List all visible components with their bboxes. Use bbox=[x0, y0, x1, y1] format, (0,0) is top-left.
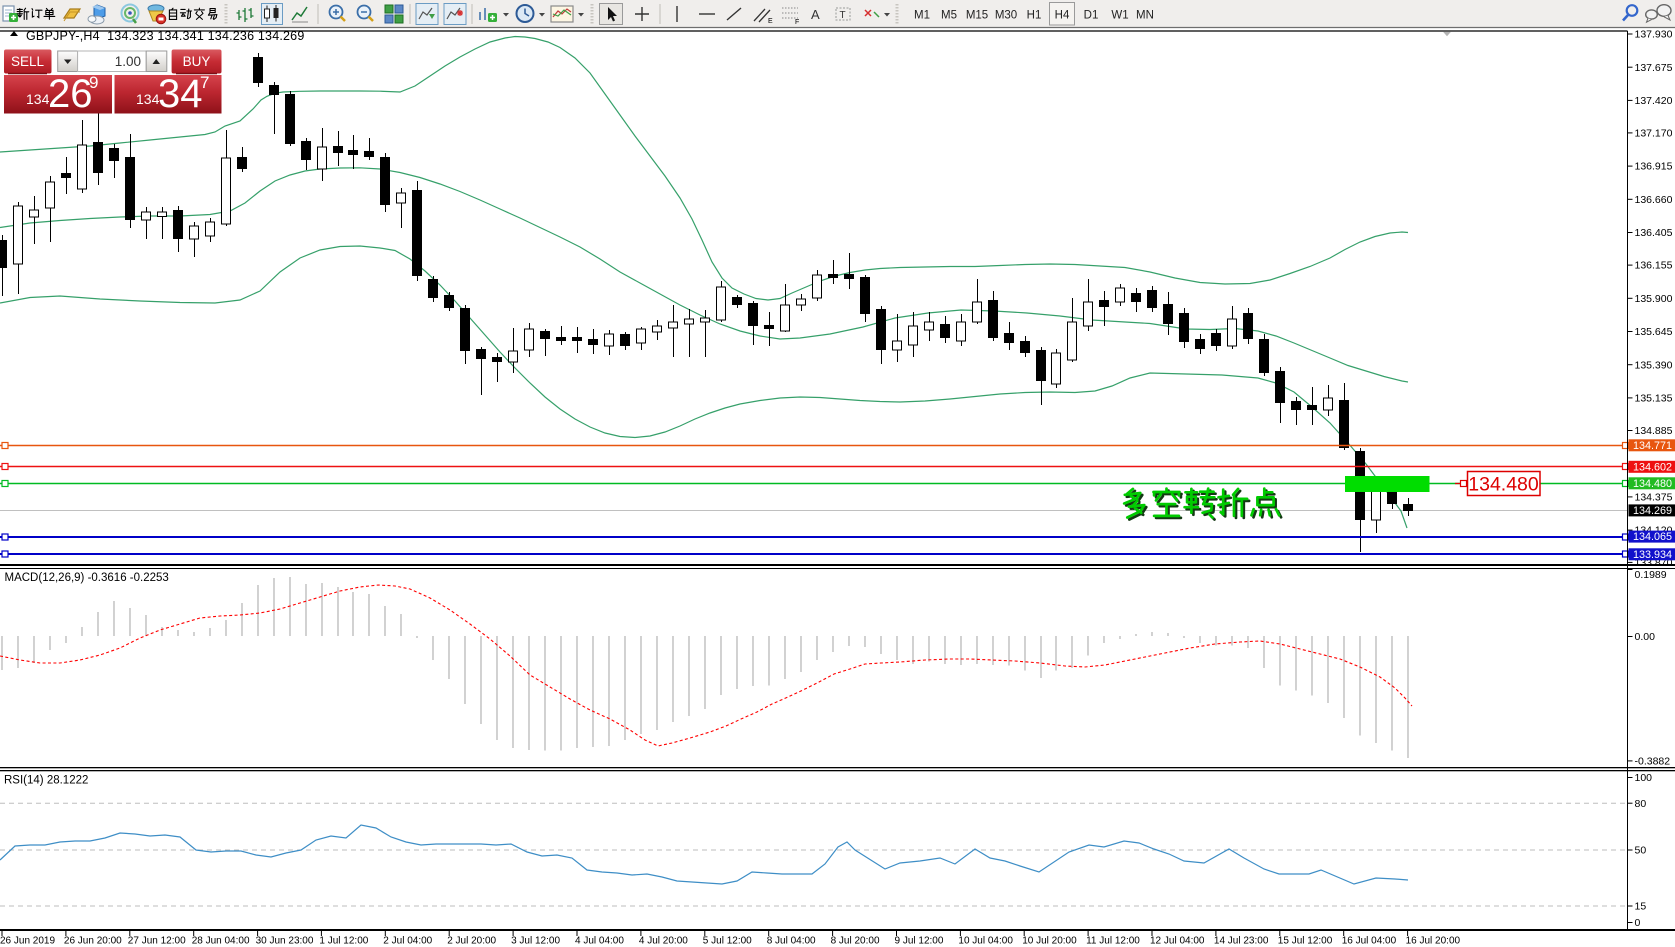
svg-text:137.675: 137.675 bbox=[1635, 62, 1673, 74]
svg-text:28 Jun 04:00: 28 Jun 04:00 bbox=[192, 936, 250, 947]
svg-text:134.065: 134.065 bbox=[1633, 531, 1672, 543]
svg-text:1.00: 1.00 bbox=[115, 54, 141, 69]
svg-text:11 Jul 12:00: 11 Jul 12:00 bbox=[1086, 936, 1140, 947]
svg-text:E: E bbox=[768, 18, 773, 25]
svg-text:SELL: SELL bbox=[11, 54, 45, 69]
svg-text:136.405: 136.405 bbox=[1635, 227, 1673, 239]
svg-text:RSI(14) 28.1222: RSI(14) 28.1222 bbox=[4, 775, 88, 787]
svg-text:12 Jul 04:00: 12 Jul 04:00 bbox=[1150, 936, 1205, 947]
svg-text:34: 34 bbox=[158, 72, 203, 116]
svg-text:BUY: BUY bbox=[183, 54, 211, 69]
svg-text:4 Jul 20:00: 4 Jul 20:00 bbox=[639, 936, 688, 947]
svg-text:134.602: 134.602 bbox=[1633, 461, 1672, 473]
svg-text:14 Jul 23:00: 14 Jul 23:00 bbox=[1214, 936, 1269, 947]
svg-text:26: 26 bbox=[48, 72, 93, 116]
svg-text:7: 7 bbox=[200, 73, 209, 92]
svg-text:10 Jul 04:00: 10 Jul 04:00 bbox=[958, 936, 1013, 947]
svg-text:134: 134 bbox=[136, 91, 160, 107]
svg-text:137.930: 137.930 bbox=[1635, 29, 1673, 41]
svg-text:26 Jun 2019: 26 Jun 2019 bbox=[0, 936, 55, 947]
svg-text:134.771: 134.771 bbox=[1633, 440, 1672, 452]
svg-text:5 Jul 12:00: 5 Jul 12:00 bbox=[703, 936, 752, 947]
svg-text:M5: M5 bbox=[941, 10, 957, 22]
svg-text:15 Jul 12:00: 15 Jul 12:00 bbox=[1278, 936, 1333, 947]
svg-text:16 Jul 04:00: 16 Jul 04:00 bbox=[1342, 936, 1397, 947]
svg-text:80: 80 bbox=[1635, 798, 1647, 810]
svg-text:D1: D1 bbox=[1084, 10, 1099, 22]
svg-text:M15: M15 bbox=[966, 10, 988, 22]
svg-text:2 Jul 20:00: 2 Jul 20:00 bbox=[447, 936, 496, 947]
svg-text:134.269: 134.269 bbox=[1633, 505, 1672, 517]
svg-text:135.135: 135.135 bbox=[1635, 393, 1673, 405]
svg-text:135.900: 135.900 bbox=[1635, 293, 1673, 305]
svg-text:136.660: 136.660 bbox=[1635, 194, 1673, 206]
svg-text:100: 100 bbox=[1635, 772, 1653, 784]
svg-text:W1: W1 bbox=[1111, 10, 1128, 22]
svg-text:137.420: 137.420 bbox=[1635, 95, 1673, 107]
svg-text:1 Jul 12:00: 1 Jul 12:00 bbox=[319, 936, 368, 947]
svg-text:50: 50 bbox=[1635, 845, 1647, 857]
svg-text:F: F bbox=[795, 19, 799, 26]
svg-text:9: 9 bbox=[89, 73, 98, 92]
svg-text:M1: M1 bbox=[914, 10, 930, 22]
svg-text:133.934: 133.934 bbox=[1633, 549, 1672, 561]
svg-text:2 Jul 04:00: 2 Jul 04:00 bbox=[383, 936, 432, 947]
svg-text:8 Jul 04:00: 8 Jul 04:00 bbox=[767, 936, 816, 947]
svg-text:A: A bbox=[811, 7, 820, 22]
svg-text:10 Jul 20:00: 10 Jul 20:00 bbox=[1022, 936, 1077, 947]
svg-text:30 Jun 23:00: 30 Jun 23:00 bbox=[256, 936, 314, 947]
svg-text:137.170: 137.170 bbox=[1635, 128, 1673, 140]
svg-text:4 Jul 04:00: 4 Jul 04:00 bbox=[575, 936, 624, 947]
svg-text:MN: MN bbox=[1136, 10, 1154, 22]
svg-text:27 Jun 12:00: 27 Jun 12:00 bbox=[128, 936, 186, 947]
svg-text:136.915: 136.915 bbox=[1635, 161, 1673, 173]
svg-text:H1: H1 bbox=[1027, 10, 1042, 22]
svg-text:GBPJPY-,H4 134.323 134.341 13: GBPJPY-,H4 134.323 134.341 134.236 134.2… bbox=[26, 29, 305, 43]
svg-text:MACD(12,26,9) -0.3616 -0.2253: MACD(12,26,9) -0.3616 -0.2253 bbox=[5, 572, 169, 584]
svg-text:-0.3882: -0.3882 bbox=[1635, 756, 1671, 768]
svg-text:9 Jul 12:00: 9 Jul 12:00 bbox=[895, 936, 944, 947]
svg-text:136.155: 136.155 bbox=[1635, 260, 1673, 272]
svg-text:0: 0 bbox=[1635, 917, 1641, 929]
svg-text:135.390: 135.390 bbox=[1635, 359, 1673, 371]
svg-text:26 Jun 20:00: 26 Jun 20:00 bbox=[64, 936, 122, 947]
svg-text:134: 134 bbox=[26, 91, 50, 107]
svg-text:0.00: 0.00 bbox=[1635, 631, 1656, 643]
svg-text:15: 15 bbox=[1635, 901, 1647, 913]
svg-text:8 Jul 20:00: 8 Jul 20:00 bbox=[831, 936, 880, 947]
svg-text:134.375: 134.375 bbox=[1635, 492, 1673, 504]
svg-text:H4: H4 bbox=[1055, 10, 1070, 22]
svg-text:M30: M30 bbox=[995, 10, 1017, 22]
svg-text:134.480: 134.480 bbox=[1633, 478, 1672, 490]
svg-text:134.480: 134.480 bbox=[1468, 474, 1539, 496]
svg-text:T: T bbox=[840, 10, 846, 21]
svg-text:134.885: 134.885 bbox=[1635, 425, 1673, 437]
svg-text:16 Jul 20:00: 16 Jul 20:00 bbox=[1406, 936, 1461, 947]
svg-text:135.645: 135.645 bbox=[1635, 326, 1673, 338]
svg-text:0.1989: 0.1989 bbox=[1635, 569, 1667, 581]
svg-text:3 Jul 12:00: 3 Jul 12:00 bbox=[511, 936, 560, 947]
